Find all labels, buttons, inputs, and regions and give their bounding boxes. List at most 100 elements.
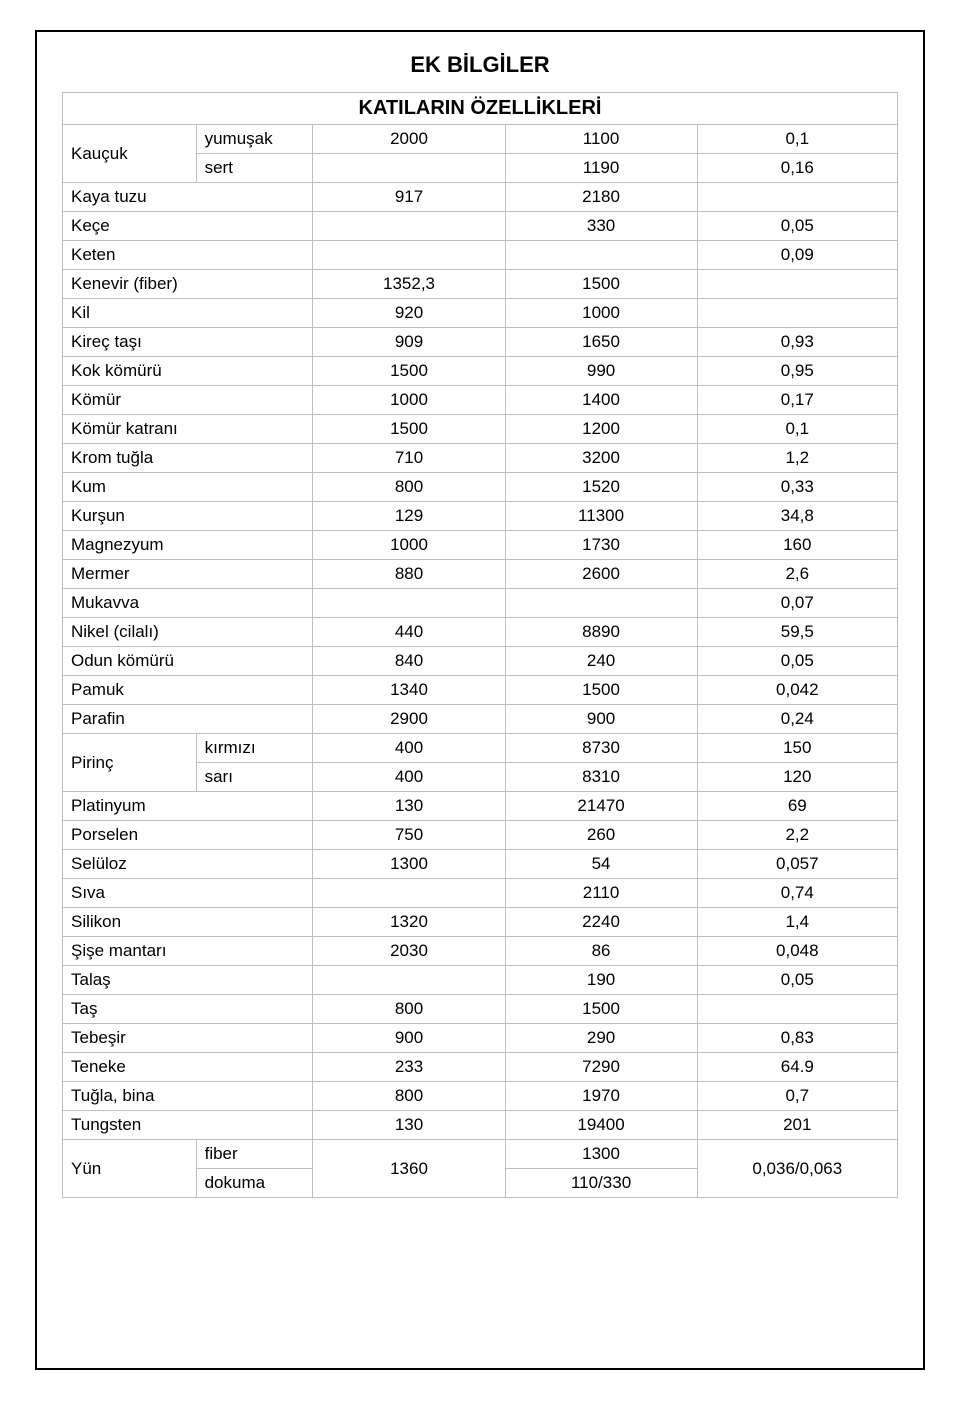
material-name: Keçe	[63, 212, 313, 241]
value-col-3: 0,057	[697, 850, 897, 879]
table-row: Selüloz1300540,057	[63, 850, 898, 879]
value-col-1: 400	[313, 763, 505, 792]
table-row: Pirinçkırmızı4008730150	[63, 734, 898, 763]
value-col-2: 260	[505, 821, 697, 850]
value-col-3: 64.9	[697, 1053, 897, 1082]
table-row: Keten0,09	[63, 241, 898, 270]
value-col-3: 0,036/0,063	[697, 1140, 897, 1198]
value-col-2: 190	[505, 966, 697, 995]
value-col-2: 990	[505, 357, 697, 386]
value-col-1: 233	[313, 1053, 505, 1082]
material-subtype: fiber	[196, 1140, 313, 1169]
table-row: Kömür katranı150012000,1	[63, 415, 898, 444]
material-name: Selüloz	[63, 850, 313, 879]
value-col-2: 290	[505, 1024, 697, 1053]
table-row: Mermer88026002,6	[63, 560, 898, 589]
material-name: Tuğla, bina	[63, 1082, 313, 1111]
value-col-2: 21470	[505, 792, 697, 821]
value-col-2: 1300	[505, 1140, 697, 1169]
value-col-2: 7290	[505, 1053, 697, 1082]
table-row: Parafin29009000,24	[63, 705, 898, 734]
value-col-2: 1970	[505, 1082, 697, 1111]
value-col-3	[697, 995, 897, 1024]
page-title: EK BİLGİLER	[62, 52, 898, 78]
value-col-2: 1730	[505, 531, 697, 560]
value-col-1: 917	[313, 183, 505, 212]
material-name: Parafin	[63, 705, 313, 734]
material-name: Kaya tuzu	[63, 183, 313, 212]
material-name: Şişe mantarı	[63, 937, 313, 966]
table-row: Kireç taşı90916500,93	[63, 328, 898, 357]
value-col-2: 11300	[505, 502, 697, 531]
value-col-2: 86	[505, 937, 697, 966]
material-name: Pamuk	[63, 676, 313, 705]
value-col-1: 1500	[313, 415, 505, 444]
material-name: Kireç taşı	[63, 328, 313, 357]
content-frame: EK BİLGİLER KATILARIN ÖZELLİKLERİKauçuky…	[35, 30, 925, 1370]
table-row: Kauçukyumuşak200011000,1	[63, 125, 898, 154]
value-col-3: 150	[697, 734, 897, 763]
value-col-3: 1,2	[697, 444, 897, 473]
material-name: Tungsten	[63, 1111, 313, 1140]
value-col-1: 920	[313, 299, 505, 328]
material-name: Platinyum	[63, 792, 313, 821]
material-name: Talaş	[63, 966, 313, 995]
table-row: Magnezyum10001730160	[63, 531, 898, 560]
table-row: Talaş1900,05	[63, 966, 898, 995]
value-col-2: 19400	[505, 1111, 697, 1140]
value-col-3: 120	[697, 763, 897, 792]
table-row: Kum80015200,33	[63, 473, 898, 502]
material-name: Kum	[63, 473, 313, 502]
table-row: Kenevir (fiber)1352,31500	[63, 270, 898, 299]
material-name: Kil	[63, 299, 313, 328]
value-col-3	[697, 183, 897, 212]
table-row: Şişe mantarı2030860,048	[63, 937, 898, 966]
table-row: Pamuk134015000,042	[63, 676, 898, 705]
material-name: Keten	[63, 241, 313, 270]
table-row: Kaya tuzu9172180	[63, 183, 898, 212]
value-col-3: 0,93	[697, 328, 897, 357]
value-col-2: 1500	[505, 995, 697, 1024]
value-col-2: 1520	[505, 473, 697, 502]
table-row: Krom tuğla71032001,2	[63, 444, 898, 473]
value-col-3	[697, 299, 897, 328]
value-col-3: 59,5	[697, 618, 897, 647]
material-name: Tebeşir	[63, 1024, 313, 1053]
value-col-3: 0,1	[697, 415, 897, 444]
material-name: Kömür	[63, 386, 313, 415]
value-col-1: 900	[313, 1024, 505, 1053]
value-col-3: 160	[697, 531, 897, 560]
value-col-1: 2030	[313, 937, 505, 966]
value-col-2: 1100	[505, 125, 697, 154]
material-subtype: kırmızı	[196, 734, 313, 763]
value-col-2: 240	[505, 647, 697, 676]
value-col-1: 1340	[313, 676, 505, 705]
table-row: Tebeşir9002900,83	[63, 1024, 898, 1053]
table-row: Kurşun1291130034,8	[63, 502, 898, 531]
material-name: Odun kömürü	[63, 647, 313, 676]
value-col-2: 330	[505, 212, 697, 241]
value-col-1: 1352,3	[313, 270, 505, 299]
table-row: Kok kömürü15009900,95	[63, 357, 898, 386]
table-row: Platinyum1302147069	[63, 792, 898, 821]
material-subtype: sert	[196, 154, 313, 183]
value-col-3: 0,95	[697, 357, 897, 386]
value-col-3: 0,33	[697, 473, 897, 502]
value-col-1: 2000	[313, 125, 505, 154]
table-row: Yünfiber136013000,036/0,063	[63, 1140, 898, 1169]
table-row: Teneke233729064.9	[63, 1053, 898, 1082]
material-name: Silikon	[63, 908, 313, 937]
material-name: Pirinç	[63, 734, 197, 792]
value-col-2: 2180	[505, 183, 697, 212]
value-col-1: 880	[313, 560, 505, 589]
table-row: Sıva21100,74	[63, 879, 898, 908]
value-col-1	[313, 212, 505, 241]
material-name: Taş	[63, 995, 313, 1024]
value-col-1: 1360	[313, 1140, 505, 1198]
table-row: Porselen7502602,2	[63, 821, 898, 850]
value-col-1: 710	[313, 444, 505, 473]
value-col-1: 1320	[313, 908, 505, 937]
value-col-2	[505, 241, 697, 270]
value-col-3: 0,048	[697, 937, 897, 966]
value-col-1: 130	[313, 1111, 505, 1140]
